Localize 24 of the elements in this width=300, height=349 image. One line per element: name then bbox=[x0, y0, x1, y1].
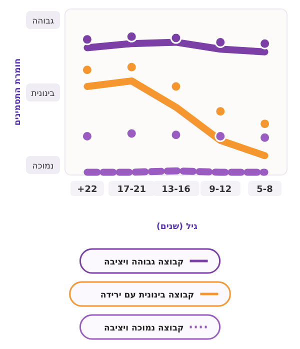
point bbox=[170, 32, 182, 44]
text: בינונית bbox=[31, 89, 55, 99]
point bbox=[126, 61, 138, 73]
x-tick-label: 9-12 bbox=[209, 185, 232, 195]
x-tick-label: 5-8 bbox=[256, 185, 273, 195]
legend-item: קבוצה נמוכה ויציבה bbox=[79, 314, 221, 340]
legend-label: קבוצה נמוכה ויציבה bbox=[104, 324, 184, 334]
y-axis-title: חומרת התסמינים bbox=[13, 58, 23, 126]
point bbox=[214, 130, 226, 142]
x-tick-label: 17-21 bbox=[117, 185, 146, 195]
point bbox=[170, 80, 182, 92]
point bbox=[214, 106, 226, 118]
point bbox=[126, 128, 138, 140]
x-tick-label: 13-16 bbox=[162, 185, 190, 195]
legend-label: קבוצה בינונית עם ירידה bbox=[100, 290, 194, 300]
point bbox=[126, 30, 138, 42]
x-axis-title: גיל (שנים) bbox=[156, 222, 198, 232]
text: גבוהה bbox=[32, 16, 54, 26]
legend-label: קבוצה גבוהה ויציבה bbox=[104, 258, 184, 268]
text: נמוכה bbox=[32, 162, 54, 172]
legend-item: קבוצה בינונית עם ירידה bbox=[69, 281, 231, 307]
legend-item: קבוצה גבוהה ויציבה bbox=[79, 248, 221, 274]
point bbox=[170, 129, 182, 141]
x-tick-label: +22 bbox=[77, 185, 98, 195]
